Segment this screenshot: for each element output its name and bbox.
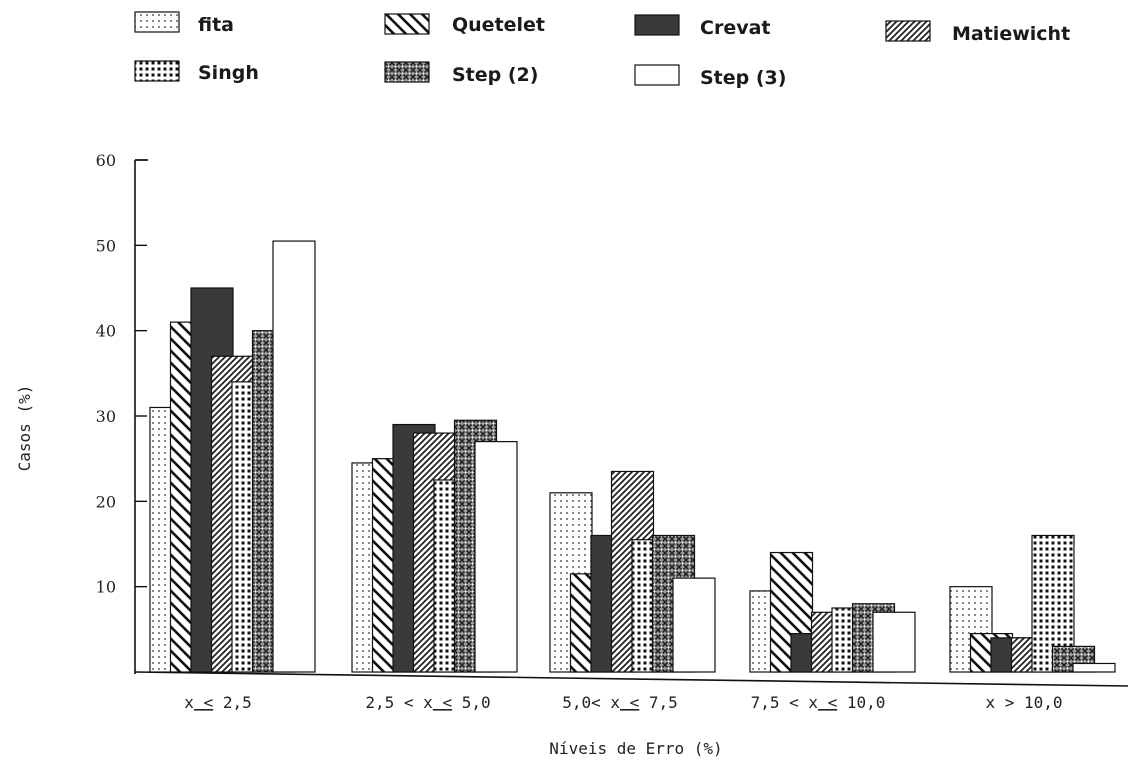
bar-step-3 [272, 240, 316, 673]
x-category-label: 7,5 < x < 10,0 [751, 693, 886, 712]
legend-item-step-2: Step (2) [384, 61, 538, 86]
x-category-label: x < 2,5 [184, 693, 251, 712]
y-axis-title: Casos (%) [15, 385, 34, 472]
y-tick-label: 40 [96, 322, 116, 341]
legend-item-step-3: Step (3) [634, 64, 786, 89]
y-tick-label: 50 [96, 236, 116, 255]
legend-item-crevat: Crevat [634, 14, 771, 39]
x-category-label: x > 10,0 [985, 693, 1062, 712]
legend-swatch-step-2 [384, 61, 430, 83]
y-tick-label: 30 [96, 407, 116, 426]
legend-item-quetelet: Quetelet [384, 13, 545, 36]
legend-swatch-matiewicht [885, 20, 931, 42]
legend-label-singh: Singh [198, 62, 259, 84]
legend-label-step-2: Step (2) [452, 64, 538, 86]
legend: fita Singh Quetelet Step (2) Crevat Step… [134, 11, 1070, 89]
y-tick-label: 60 [96, 151, 116, 170]
legend-swatch-step-3 [634, 64, 680, 86]
legend-swatch-quetelet [384, 13, 430, 35]
bar-step-3 [872, 611, 916, 673]
x-category-label: 2,5 < x < 5,0 [365, 693, 490, 712]
x-axis-title: Níveis de Erro (%) [549, 739, 722, 758]
y-tick-label: 10 [96, 578, 116, 597]
bars [149, 240, 1116, 673]
legend-swatch-crevat [634, 14, 680, 36]
bar-step-3 [1072, 662, 1116, 673]
bar-step-3 [672, 577, 716, 673]
y-tick-label: 20 [96, 492, 116, 511]
legend-swatch-singh [134, 60, 180, 82]
y-ticks: 10 20 30 40 50 60 [96, 151, 147, 597]
legend-label-step-3: Step (3) [700, 67, 786, 89]
legend-label-crevat: Crevat [700, 17, 771, 39]
legend-item-singh: Singh [134, 60, 259, 84]
bar-step-3 [474, 441, 518, 673]
legend-label-quetelet: Quetelet [452, 14, 545, 36]
legend-label-fita: fita [198, 14, 234, 36]
legend-label-matiewicht: Matiewicht [952, 23, 1070, 45]
legend-item-matiewicht: Matiewicht [885, 20, 1070, 45]
x-category-labels: x < 2,5 2,5 < x < 5,0 5,0< x < 7,5 7,5 < x … [184, 693, 1062, 712]
x-axis-line [134, 671, 1128, 687]
legend-swatch-fita [134, 11, 180, 33]
legend-item-fita: fita [134, 11, 234, 36]
x-category-label: 5,0< x < 7,5 [562, 693, 678, 712]
